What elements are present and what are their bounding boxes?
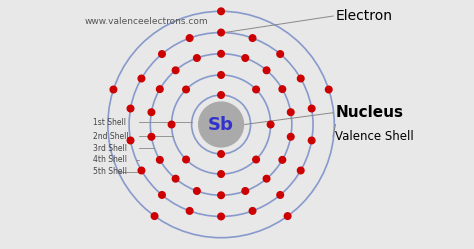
Text: Nucleus: Nucleus [336, 105, 403, 120]
Circle shape [218, 51, 224, 57]
Text: 4th Shell: 4th Shell [92, 155, 127, 164]
Circle shape [218, 213, 224, 220]
Text: Sb: Sb [208, 116, 234, 133]
Circle shape [287, 133, 294, 140]
Circle shape [277, 51, 283, 57]
Text: 3rd Shell: 3rd Shell [92, 144, 127, 153]
Circle shape [277, 192, 283, 198]
Text: Electron: Electron [336, 9, 392, 23]
Circle shape [173, 67, 179, 74]
Circle shape [297, 167, 304, 174]
Circle shape [151, 213, 158, 219]
Circle shape [138, 167, 145, 174]
Circle shape [138, 75, 145, 82]
Circle shape [199, 102, 244, 147]
Text: 5th Shell: 5th Shell [92, 167, 127, 176]
Circle shape [127, 137, 134, 144]
Circle shape [183, 86, 190, 93]
Circle shape [267, 121, 274, 128]
Circle shape [156, 157, 163, 163]
Circle shape [284, 213, 291, 219]
Circle shape [309, 137, 315, 144]
Text: Valence Shell: Valence Shell [336, 130, 414, 143]
Text: 2nd Shell: 2nd Shell [92, 132, 128, 141]
Circle shape [218, 151, 224, 157]
Circle shape [186, 35, 193, 41]
Circle shape [159, 51, 165, 57]
Circle shape [242, 188, 248, 194]
Text: www.valenceelectrons.com: www.valenceelectrons.com [85, 17, 209, 26]
Circle shape [242, 55, 248, 61]
Circle shape [156, 86, 163, 92]
Circle shape [148, 133, 155, 140]
Circle shape [218, 192, 224, 198]
Circle shape [218, 92, 224, 98]
Circle shape [183, 156, 190, 163]
Circle shape [309, 105, 315, 112]
Circle shape [249, 35, 256, 41]
Circle shape [168, 121, 175, 128]
Circle shape [263, 175, 270, 182]
Circle shape [297, 75, 304, 82]
Circle shape [159, 192, 165, 198]
Circle shape [218, 8, 224, 15]
Circle shape [193, 55, 200, 61]
Circle shape [148, 109, 155, 116]
Circle shape [287, 109, 294, 116]
Circle shape [253, 86, 259, 93]
Text: 1st Shell: 1st Shell [92, 118, 126, 127]
Circle shape [193, 188, 200, 194]
Circle shape [218, 171, 224, 177]
Circle shape [110, 86, 117, 93]
Circle shape [253, 156, 259, 163]
Circle shape [218, 72, 224, 78]
Circle shape [186, 208, 193, 214]
Circle shape [173, 175, 179, 182]
Circle shape [263, 67, 270, 74]
Circle shape [249, 208, 256, 214]
Circle shape [279, 86, 286, 92]
Circle shape [326, 86, 332, 93]
Circle shape [218, 29, 224, 36]
Circle shape [279, 157, 286, 163]
Circle shape [127, 105, 134, 112]
